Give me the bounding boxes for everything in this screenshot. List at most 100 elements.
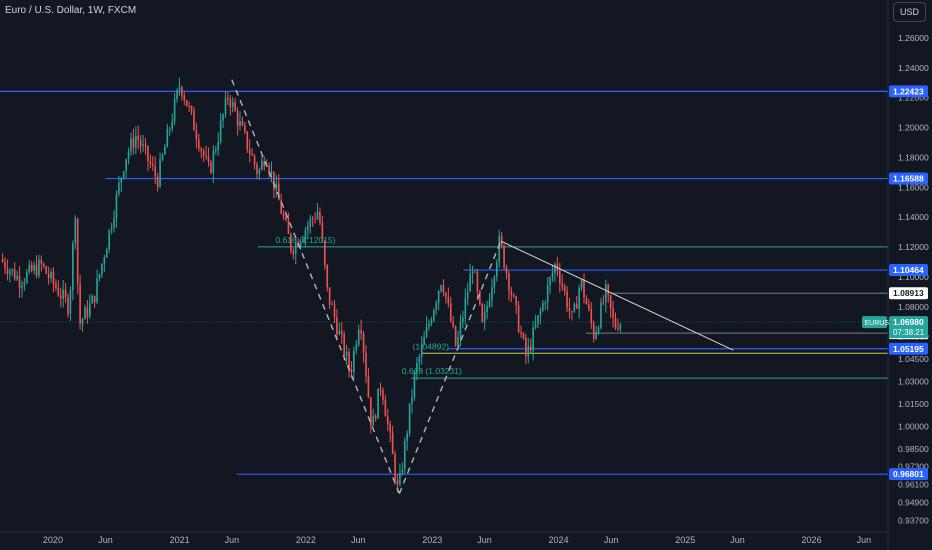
candle-body bbox=[583, 279, 585, 298]
candle-body bbox=[96, 278, 98, 303]
candle-body bbox=[573, 304, 576, 312]
candle-body bbox=[539, 310, 542, 316]
candle-body bbox=[505, 267, 508, 274]
candle-body bbox=[88, 303, 91, 317]
candle-body bbox=[515, 296, 517, 306]
candle-body bbox=[423, 337, 425, 345]
candle-body bbox=[28, 264, 31, 272]
candle-body bbox=[372, 415, 375, 426]
candle-body bbox=[161, 154, 164, 160]
candle-body bbox=[445, 292, 447, 298]
candle-body bbox=[500, 235, 503, 246]
candle-body bbox=[367, 376, 370, 398]
candle-body bbox=[609, 295, 612, 309]
price-axis-tick: 1.12000 bbox=[898, 242, 929, 252]
candle-body bbox=[193, 110, 195, 131]
candle-body bbox=[125, 158, 127, 172]
candle-body bbox=[52, 271, 55, 284]
candle-body bbox=[442, 285, 445, 293]
candle-body bbox=[520, 332, 522, 334]
candle-body bbox=[93, 295, 96, 303]
candle-body bbox=[605, 284, 607, 303]
candle-body bbox=[449, 303, 452, 322]
candle-body bbox=[588, 304, 590, 310]
candle-body bbox=[316, 211, 319, 220]
time-axis-tick: Jun bbox=[225, 535, 240, 545]
candle-body bbox=[176, 90, 178, 99]
candle-body bbox=[156, 176, 159, 187]
candle-body bbox=[384, 399, 387, 417]
candle-body bbox=[214, 149, 217, 152]
candle-body bbox=[561, 282, 564, 287]
candle-body bbox=[103, 257, 106, 264]
candle-body bbox=[290, 233, 292, 251]
candle-body bbox=[394, 454, 396, 480]
candle-body bbox=[585, 297, 588, 305]
candle-body bbox=[440, 285, 442, 292]
candle-body bbox=[353, 350, 355, 373]
candle-body bbox=[137, 135, 140, 141]
candle-body bbox=[551, 273, 554, 278]
candle-body bbox=[534, 324, 537, 328]
candle-body bbox=[365, 352, 367, 377]
candle-body bbox=[498, 235, 501, 263]
candle-body bbox=[239, 121, 241, 126]
candle-body bbox=[72, 243, 74, 291]
candle-body bbox=[57, 288, 60, 296]
candle-body bbox=[185, 100, 188, 107]
candle-body bbox=[270, 171, 273, 174]
price-axis-tick: 0.98500 bbox=[898, 444, 929, 454]
price-tag-label: 1.05195 bbox=[893, 344, 924, 354]
candle-body bbox=[333, 304, 336, 318]
candle-body bbox=[575, 304, 578, 309]
candle-body bbox=[62, 289, 64, 299]
time-axis-tick: 2021 bbox=[170, 535, 190, 545]
candle-body bbox=[69, 290, 72, 314]
candle-body bbox=[98, 274, 101, 279]
price-axis-tick: 1.14000 bbox=[898, 212, 929, 222]
candle-body bbox=[568, 307, 571, 312]
currency-button[interactable]: USD bbox=[893, 2, 926, 22]
candle-body bbox=[16, 275, 18, 280]
candle-body bbox=[198, 139, 200, 149]
candle-body bbox=[6, 268, 9, 275]
price-tag-label: 1.22423 bbox=[893, 86, 924, 96]
candle-body bbox=[396, 479, 399, 485]
candle-body bbox=[592, 323, 595, 339]
candle-body bbox=[452, 321, 455, 326]
candle-body bbox=[212, 151, 215, 173]
price-axis-tick: 0.96100 bbox=[898, 480, 929, 490]
candle-body bbox=[326, 264, 329, 288]
candle-body bbox=[195, 130, 198, 140]
candle-body bbox=[614, 317, 617, 328]
candle-body bbox=[602, 302, 605, 304]
candle-body bbox=[382, 390, 384, 400]
price-axis-tick: 1.22000 bbox=[898, 93, 929, 103]
candle-body bbox=[86, 307, 89, 317]
last-price-countdown: 07:38:21 bbox=[893, 328, 925, 337]
candle-body bbox=[285, 216, 287, 221]
candle-body bbox=[76, 218, 79, 285]
last-price-tag-box bbox=[889, 316, 928, 339]
candle-body bbox=[486, 306, 488, 313]
candle-body bbox=[355, 344, 358, 351]
candle-body bbox=[323, 240, 326, 265]
candle-body bbox=[418, 356, 421, 363]
candle-body bbox=[166, 128, 169, 148]
price-axis-tick: 1.16000 bbox=[898, 182, 929, 192]
candle-body bbox=[350, 369, 353, 373]
chart-legend-title: Euro / U.S. Dollar, 1W, FXCM bbox=[5, 5, 137, 16]
symbol-tag-box bbox=[862, 316, 887, 329]
candle-body bbox=[183, 95, 186, 101]
candle-body bbox=[314, 218, 316, 220]
candle-body bbox=[430, 320, 433, 324]
candle-body bbox=[231, 102, 234, 107]
candle-body bbox=[525, 338, 527, 356]
candle-body bbox=[590, 309, 593, 324]
candle-body bbox=[546, 284, 549, 303]
candle-body bbox=[532, 327, 534, 351]
candle-body bbox=[474, 271, 476, 273]
candle-body bbox=[508, 273, 510, 291]
